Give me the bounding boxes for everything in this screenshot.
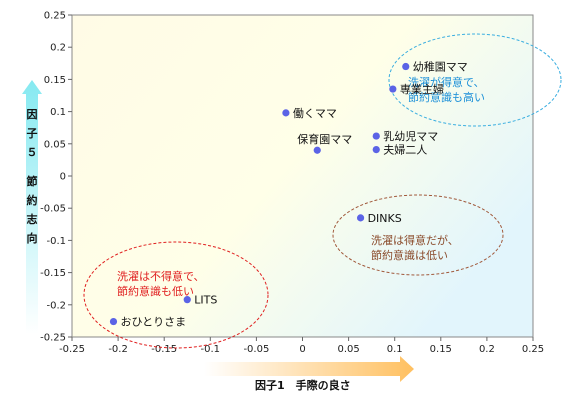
y-tick-label: -0.15	[40, 268, 66, 279]
y-tick-label: -0.05	[40, 204, 66, 215]
y-tick-label: 0.1	[50, 107, 66, 118]
y-axis-arrow	[22, 80, 42, 334]
data-point-label: 働くママ	[293, 107, 337, 120]
y-tick-label: 0.15	[44, 75, 66, 86]
annotation-mid-line: 洗濯は得意だが、	[371, 233, 459, 247]
y-tick-label: 0	[60, 172, 66, 183]
data-point	[372, 145, 380, 154]
y-tick-label: -0.1	[46, 236, 66, 247]
x-tick-label: -0.05	[243, 344, 269, 355]
data-point	[402, 62, 410, 71]
x-tick-label: 0.15	[430, 344, 452, 355]
data-point	[389, 85, 397, 93]
data-point	[109, 317, 118, 326]
data-point	[183, 296, 191, 304]
annotation-low-line: 洗濯は不得意で、	[117, 269, 205, 283]
y-tick-label: 0.05	[44, 139, 66, 150]
y-axis-title-char: 向	[27, 231, 38, 245]
y-axis-title-char: 節	[27, 174, 38, 188]
x-tick-label: 0.05	[337, 344, 359, 355]
annotation-ellipse-high	[388, 33, 562, 127]
data-point	[356, 214, 365, 222]
data-point-label: DINKS	[368, 212, 402, 225]
annotation-high-line: 節約意識も高い	[408, 90, 485, 104]
data-point	[372, 132, 380, 140]
x-tick-label: -0.15	[151, 344, 177, 355]
data-point-label: 幼稚園ママ	[413, 61, 468, 74]
data-point	[313, 146, 321, 154]
annotations: 洗濯が得意で、節約意識も高い洗濯は得意だが、節約意識は低い洗濯は不得意で、節約意…	[117, 75, 485, 298]
annotation-mid-line: 節約意識は低い	[371, 248, 448, 262]
data-point-label: LITS	[194, 294, 217, 307]
x-tick-label: -0.1	[201, 344, 221, 355]
y-tick-labels: 0.25 0.2 0.15 0.1 0.05 0 -0.05 -0.1 -0.15 -0.2 -0.…	[40, 11, 72, 344]
x-tick-label: 0	[299, 344, 305, 355]
annotation-ellipse-mid	[332, 194, 504, 276]
annotation-low-line: 節約意識も低い	[117, 284, 194, 298]
annotation-high-line: 洗濯が得意で、	[408, 75, 485, 89]
data-point-label: 夫婦二人	[383, 143, 427, 157]
y-tick-label: 0.2	[50, 43, 66, 54]
data-point-label: 保育園ママ	[297, 132, 352, 146]
x-tick-label: 0.2	[479, 344, 495, 355]
plot-area-background	[72, 15, 533, 337]
y-axis-title-char: 子	[27, 127, 38, 140]
y-axis-title-char: ５	[27, 146, 38, 159]
y-axis-title-char: 約	[27, 193, 38, 207]
data-point-label: おひとりさま	[120, 316, 186, 329]
data-point	[282, 109, 290, 117]
x-tick-label: 0.25	[522, 344, 544, 355]
x-tick-labels: -0.25 -0.2 -0.15 -0.1 -0.05 0 0.05 0.1 0.15 0.2 0.…	[59, 337, 544, 355]
x-axis-arrow	[204, 356, 414, 382]
y-tick-label: -0.2	[46, 300, 66, 311]
x-tick-label: -0.2	[108, 344, 128, 355]
annotation-ellipse-low	[83, 241, 269, 349]
x-tick-label: 0.1	[387, 344, 403, 355]
data-point-label: 専業主婦	[400, 82, 444, 96]
x-tick-label: -0.25	[59, 344, 85, 355]
y-axis-title-char: 因	[27, 108, 38, 121]
x-axis-title: 因子1 手際の良さ	[255, 378, 351, 392]
data-point-label: 乳幼児ママ	[383, 130, 438, 143]
y-tick-label: 0.25	[44, 11, 66, 22]
y-axis-title-char: 志	[27, 212, 38, 226]
y-tick-label: -0.25	[40, 333, 66, 344]
